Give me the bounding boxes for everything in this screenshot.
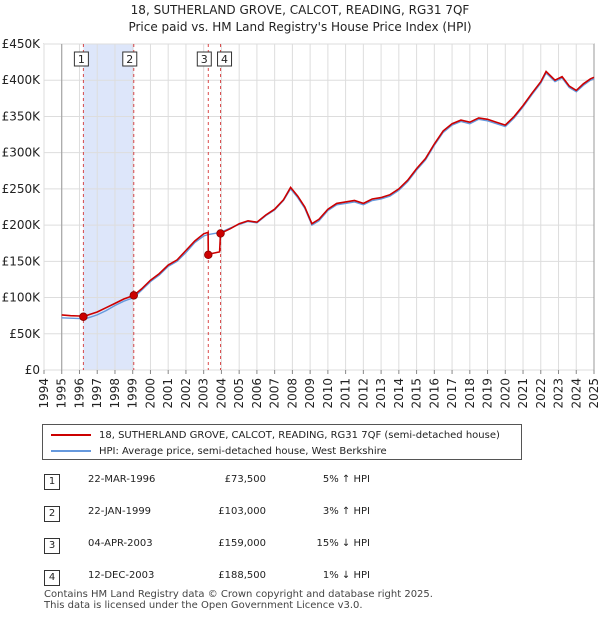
x-tick-label: 2002 — [179, 378, 193, 409]
y-tick-label: £350K — [2, 109, 42, 123]
x-tick-label: 2012 — [356, 378, 370, 409]
y-tick-label: £300K — [2, 146, 42, 160]
x-tick-label: 2014 — [392, 378, 406, 409]
sale-number-badge: 3 — [44, 538, 60, 554]
sale-hpi-diff: 15% ↓ HPI — [316, 538, 370, 549]
y-tick-label: £150K — [2, 254, 42, 268]
property-price-line — [61, 70, 595, 318]
sale-point — [216, 229, 225, 238]
sale-date: 12-DEC-2003 — [88, 570, 155, 581]
sale-date: 22-JAN-1999 — [88, 506, 152, 517]
sale-number-badge: 4 — [44, 570, 60, 586]
x-tick-label: 2011 — [339, 378, 353, 409]
x-tick-label: 2007 — [268, 378, 282, 409]
sale-marker-box-label: 2 — [126, 53, 133, 66]
sale-date: 04-APR-2003 — [88, 538, 153, 549]
x-tick-label: 2015 — [410, 378, 424, 409]
sale-row: 3 04-APR-2003 £159,000 15% ↓ HPI — [0, 538, 600, 558]
x-tick-label: 2017 — [445, 378, 459, 409]
sale-row: 4 12-DEC-2003 £188,500 1% ↓ HPI — [0, 570, 600, 590]
x-tick-label: 2004 — [214, 378, 228, 409]
sale-marker-box-label: 1 — [78, 53, 85, 66]
plot-frame — [43, 43, 595, 371]
x-tick-label: 2021 — [516, 378, 530, 409]
sale-marker-box-label: 3 — [201, 53, 208, 66]
legend-label-hpi: HPI: Average price, semi-detached house,… — [99, 445, 387, 457]
legend-label-property: 18, SUTHERLAND GROVE, CALCOT, READING, R… — [99, 429, 500, 441]
x-tick-label: 1995 — [55, 378, 69, 409]
legend-swatch-property — [51, 434, 91, 436]
sale-number-badge: 1 — [44, 474, 60, 490]
sale-hpi-diff: 3% ↑ HPI — [322, 506, 370, 517]
footer-line-1: Contains HM Land Registry data © Crown c… — [44, 589, 433, 600]
x-tick-label: 2016 — [427, 378, 441, 409]
x-tick-label: 2008 — [285, 378, 299, 409]
legend-item-hpi: HPI: Average price, semi-detached house,… — [51, 443, 387, 459]
x-tick-label: 1997 — [90, 378, 104, 409]
ownership-shade — [83, 44, 134, 370]
x-tick-label: 2013 — [374, 378, 388, 409]
sale-row: 2 22-JAN-1999 £103,000 3% ↑ HPI — [0, 506, 600, 526]
sale-marker-box — [122, 51, 138, 67]
sale-price: £73,500 — [224, 474, 266, 485]
x-tick-label: 2009 — [303, 378, 317, 409]
sale-number-badge: 2 — [44, 506, 60, 522]
sale-price: £159,000 — [218, 538, 266, 549]
x-tick-label: 2025 — [587, 378, 600, 409]
x-tick-label: 2018 — [463, 378, 477, 409]
footer-line-2: This data is licensed under the Open Gov… — [44, 600, 363, 611]
x-tick-label: 2005 — [232, 378, 246, 409]
sale-marker-box — [196, 51, 212, 67]
y-tick-label: £400K — [2, 73, 42, 87]
x-tick-label: 1999 — [126, 378, 140, 409]
x-tick-label: 2024 — [569, 378, 583, 409]
price-chart: 18, SUTHERLAND GROVE, CALCOT, READING, R… — [2, 3, 600, 409]
sale-price: £103,000 — [218, 506, 266, 517]
sale-date: 22-MAR-1996 — [88, 474, 156, 485]
sale-hpi-diff: 1% ↓ HPI — [322, 570, 370, 581]
x-tick-label: 2006 — [250, 378, 264, 409]
sale-point — [204, 250, 213, 260]
x-tick-label: 1996 — [72, 378, 86, 409]
hpi-line — [61, 71, 595, 321]
sale-point — [129, 291, 138, 300]
x-tick-label: 2003 — [197, 378, 211, 409]
sale-point — [79, 312, 88, 321]
y-tick-label: £200K — [2, 218, 42, 232]
sale-hpi-diff: 5% ↑ HPI — [322, 474, 370, 485]
legend: 18, SUTHERLAND GROVE, CALCOT, READING, R… — [42, 424, 522, 460]
sale-marker-box-label: 4 — [221, 53, 228, 66]
sale-row: 1 22-MAR-1996 £73,500 5% ↑ HPI — [0, 474, 600, 494]
x-tick-label: 2020 — [498, 378, 512, 409]
x-tick-label: 1998 — [108, 378, 122, 409]
x-tick-label: 2010 — [321, 378, 335, 409]
x-tick-label: 2019 — [481, 378, 495, 409]
x-tick-label: 2001 — [161, 378, 175, 409]
legend-swatch-hpi — [51, 450, 91, 452]
chart-title-line2: Price paid vs. HM Land Registry's House … — [128, 20, 471, 34]
y-tick-label: £450K — [2, 37, 42, 51]
y-tick-label: £0 — [25, 363, 40, 377]
x-tick-label: 2023 — [552, 378, 566, 409]
sale-price: £188,500 — [218, 570, 266, 581]
sale-marker-box — [217, 51, 233, 67]
chart-title-line1: 18, SUTHERLAND GROVE, CALCOT, READING, R… — [131, 3, 470, 17]
plot-area: £0 £50K £100K £150K £200K £250K £300K £350K £400… — [2, 37, 600, 409]
x-tick-label: 1994 — [37, 378, 51, 409]
x-tick-label: 2022 — [534, 378, 548, 409]
y-tick-label: £100K — [2, 291, 42, 305]
legend-item-property: 18, SUTHERLAND GROVE, CALCOT, READING, R… — [51, 427, 500, 443]
footer: Contains HM Land Registry data © Crown c… — [44, 589, 433, 611]
sale-marker-box — [73, 51, 89, 67]
x-tick-label: 2000 — [143, 378, 157, 409]
y-tick-label: £50K — [9, 327, 41, 341]
y-tick-label: £250K — [2, 182, 42, 196]
